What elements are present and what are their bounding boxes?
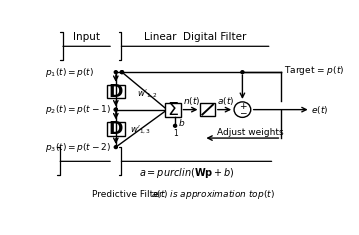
- Text: $w'_{1,3}$: $w'_{1,3}$: [130, 124, 151, 136]
- Text: D: D: [109, 120, 123, 138]
- FancyBboxPatch shape: [107, 122, 125, 136]
- Text: $b$: $b$: [178, 117, 186, 128]
- Circle shape: [114, 108, 117, 111]
- FancyBboxPatch shape: [107, 85, 125, 98]
- Circle shape: [114, 71, 117, 74]
- Text: $\Sigma$: $\Sigma$: [167, 101, 179, 119]
- Text: $p_1(t)=p(t)$: $p_1(t)=p(t)$: [46, 66, 94, 79]
- Text: 1: 1: [173, 129, 177, 138]
- Text: Linear  Digital Filter: Linear Digital Filter: [144, 32, 246, 42]
- Circle shape: [173, 124, 177, 127]
- Text: −: −: [239, 109, 246, 118]
- Text: +: +: [239, 102, 246, 111]
- Circle shape: [114, 108, 117, 111]
- Text: Adjust weights: Adjust weights: [218, 128, 284, 137]
- Text: $a(t)$: $a(t)$: [217, 95, 234, 107]
- Circle shape: [241, 71, 244, 74]
- Circle shape: [114, 146, 117, 149]
- FancyBboxPatch shape: [165, 102, 181, 117]
- Text: Input: Input: [73, 32, 100, 42]
- Circle shape: [120, 71, 123, 74]
- Text: $a(t)$ is approximation to$p(t)$: $a(t)$ is approximation to$p(t)$: [151, 188, 275, 201]
- Text: Predictive Filter:: Predictive Filter:: [92, 190, 165, 199]
- Text: $a = purclin(\mathbf{W}\mathbf{p}+b)$: $a = purclin(\mathbf{W}\mathbf{p}+b)$: [139, 166, 235, 180]
- Text: D: D: [109, 82, 123, 101]
- Text: $w'_{1,2}$: $w'_{1,2}$: [137, 88, 158, 100]
- Circle shape: [234, 102, 251, 117]
- Text: $p_3(t)=p(t-2)$: $p_3(t)=p(t-2)$: [46, 141, 111, 154]
- Text: $e(t)$: $e(t)$: [311, 104, 329, 116]
- Text: $n(t)$: $n(t)$: [183, 95, 200, 107]
- FancyBboxPatch shape: [200, 103, 215, 116]
- Text: Target = $p(t)$: Target = $p(t)$: [284, 64, 345, 77]
- Circle shape: [120, 71, 123, 74]
- Text: $p_2(t)=p(t-1)$: $p_2(t)=p(t-1)$: [46, 103, 111, 116]
